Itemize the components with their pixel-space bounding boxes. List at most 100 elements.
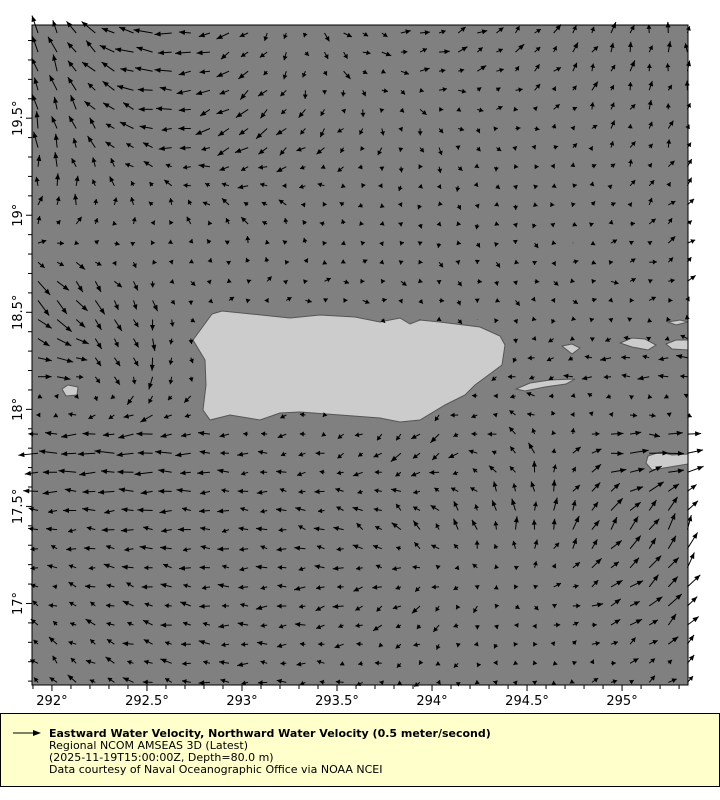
velocity-vector xyxy=(102,80,115,91)
velocity-vector xyxy=(133,28,153,34)
velocity-vector xyxy=(527,411,535,417)
velocity-vector xyxy=(437,201,443,207)
velocity-vector xyxy=(301,202,306,208)
velocity-vector xyxy=(62,508,77,514)
velocity-vector xyxy=(221,603,230,609)
velocity-vector xyxy=(134,66,153,72)
velocity-vector xyxy=(687,198,695,206)
velocity-vector xyxy=(572,106,578,112)
velocity-vector xyxy=(298,566,306,572)
velocity-vector xyxy=(430,433,440,444)
velocity-vector xyxy=(175,50,191,56)
velocity-vector xyxy=(648,179,655,187)
velocity-vector xyxy=(356,522,364,530)
velocity-vector xyxy=(687,431,702,437)
velocity-vector xyxy=(450,412,459,418)
velocity-vector xyxy=(333,526,344,531)
velocity-vector xyxy=(590,63,596,72)
velocity-vector xyxy=(477,107,484,113)
velocity-vector xyxy=(131,376,137,385)
velocity-vector xyxy=(457,26,466,34)
velocity-vector xyxy=(276,643,287,648)
velocity-vector xyxy=(666,41,672,53)
velocity-vector xyxy=(216,70,230,78)
velocity-vector xyxy=(439,68,446,74)
y-tick-label: 19° xyxy=(11,204,26,227)
velocity-vector xyxy=(56,300,68,315)
velocity-vector xyxy=(53,393,59,399)
velocity-vector xyxy=(591,501,599,511)
velocity-vector xyxy=(276,603,287,609)
velocity-vector xyxy=(666,182,672,188)
velocity-vector xyxy=(436,221,442,227)
velocity-vector xyxy=(139,124,153,130)
velocity-vector xyxy=(411,605,421,614)
velocity-vector xyxy=(627,41,633,53)
velocity-vector xyxy=(160,622,172,628)
velocity-vector xyxy=(553,497,559,511)
velocity-vector xyxy=(298,109,306,119)
velocity-vector xyxy=(33,677,39,683)
velocity-vector xyxy=(376,605,383,612)
velocity-vector xyxy=(647,394,653,400)
velocity-vector xyxy=(530,296,536,302)
velocity-vector xyxy=(224,240,230,245)
velocity-vector xyxy=(323,298,329,303)
velocity-vector xyxy=(381,88,389,94)
velocity-vector xyxy=(648,121,653,129)
velocity-vector xyxy=(378,183,383,189)
velocity-vector xyxy=(608,317,614,323)
velocity-vector xyxy=(199,108,211,117)
velocity-vector xyxy=(138,106,153,112)
velocity-vector xyxy=(87,82,96,91)
velocity-vector xyxy=(551,86,557,92)
velocity-vector xyxy=(534,83,541,91)
velocity-vector xyxy=(572,561,581,569)
velocity-vector xyxy=(458,126,465,132)
velocity-vector xyxy=(474,540,480,549)
velocity-vector xyxy=(108,414,115,420)
velocity-vector xyxy=(81,21,96,34)
velocity-vector xyxy=(629,657,639,664)
velocity-vector xyxy=(237,662,249,667)
velocity-vector xyxy=(75,261,86,270)
velocity-vector xyxy=(239,546,249,552)
velocity-vector xyxy=(570,278,575,284)
velocity-vector xyxy=(259,51,268,58)
velocity-vector xyxy=(74,393,79,399)
velocity-vector xyxy=(282,183,287,189)
velocity-vector xyxy=(298,451,306,457)
velocity-vector xyxy=(258,147,268,155)
velocity-map: 292° 292.5° 293° 293.5° 294° 294.5° 295° 17° 17.… xyxy=(11,15,704,709)
velocity-vector xyxy=(53,133,59,148)
velocity-vector xyxy=(94,449,115,455)
velocity-vector xyxy=(379,259,385,265)
velocity-vector xyxy=(55,196,61,206)
velocity-vector xyxy=(340,219,346,225)
velocity-vector xyxy=(680,334,688,340)
velocity-vector xyxy=(359,128,364,135)
velocity-vector xyxy=(240,602,249,608)
velocity-vector xyxy=(629,25,635,34)
velocity-vector xyxy=(493,544,499,549)
velocity-vector xyxy=(340,240,346,246)
velocity-vector xyxy=(319,469,325,475)
velocity-vector xyxy=(455,145,461,150)
velocity-vector xyxy=(666,139,672,148)
velocity-vector xyxy=(337,584,344,590)
velocity-vector xyxy=(534,63,540,72)
velocity-vector xyxy=(200,545,211,550)
velocity-vector xyxy=(667,535,677,549)
velocity-vector xyxy=(629,486,644,492)
velocity-vector xyxy=(474,223,480,230)
y-tick-label: 17.5° xyxy=(11,489,26,524)
velocity-vector xyxy=(144,602,153,608)
velocity-vector xyxy=(201,585,210,591)
velocity-vector xyxy=(295,506,306,512)
velocity-vector xyxy=(160,545,172,551)
velocity-vector xyxy=(610,163,616,169)
velocity-vector xyxy=(95,261,102,266)
velocity-vector xyxy=(591,463,602,473)
velocity-vector xyxy=(377,147,383,156)
velocity-vector xyxy=(534,164,539,170)
